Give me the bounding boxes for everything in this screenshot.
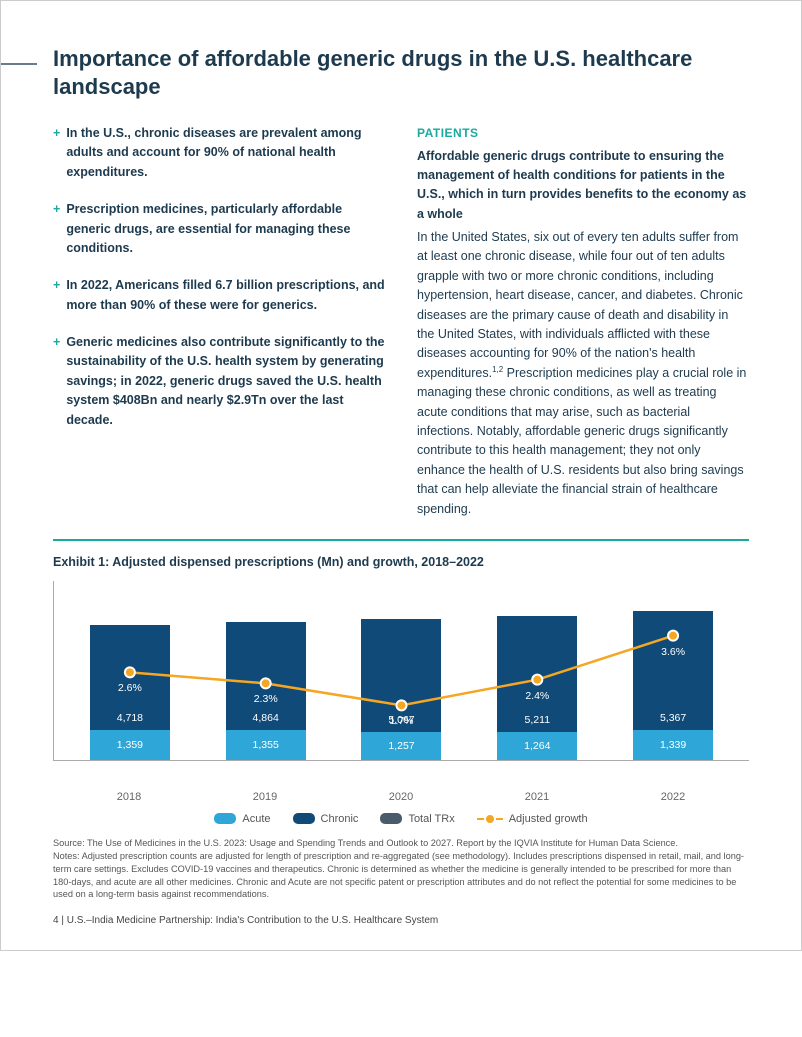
- bullet-item: + Generic medicines also contribute sign…: [53, 333, 385, 430]
- source-notes: Source: The Use of Medicines in the U.S.…: [53, 837, 749, 901]
- bar-segment-acute: 1,257: [361, 732, 441, 760]
- section-label: PATIENTS: [417, 124, 749, 143]
- chart: 6,0771,3594,718 6,2181,3554,864 6,3241,257…: [53, 581, 749, 781]
- legend-label: Adjusted growth: [509, 813, 588, 825]
- right-column: PATIENTS Affordable generic drugs contri…: [417, 124, 749, 519]
- legend-chronic: Chronic: [293, 813, 359, 825]
- exhibit-title: Exhibit 1: Adjusted dispensed prescripti…: [53, 555, 749, 569]
- bar-stack: 1,3395,367: [633, 611, 713, 760]
- bar-segment-chronic: 4,864: [226, 622, 306, 730]
- x-axis-labels: 2018 2019 2020 2021 2022: [53, 787, 749, 803]
- bar-segment-acute: 1,355: [226, 730, 306, 760]
- bar-stack: 1,3594,718: [90, 625, 170, 760]
- body-text: In the United States, six out of every t…: [417, 230, 743, 380]
- bullet-text: Generic medicines also contribute signif…: [66, 333, 385, 430]
- body-text: Prescription medicines play a crucial ro…: [417, 366, 746, 516]
- lead-text: Affordable generic drugs contribute to e…: [417, 147, 749, 225]
- x-label: 2018: [85, 791, 173, 803]
- bar-stack: 1,3554,864: [226, 622, 306, 760]
- legend-total: Total TRx: [380, 813, 454, 825]
- legend-acute: Acute: [214, 813, 270, 825]
- legend-label: Chronic: [321, 813, 359, 825]
- notes-line: Notes: Adjusted prescription counts are …: [53, 850, 749, 902]
- bar-stack: 1,2645,211: [497, 616, 577, 760]
- bar-stack: 1,2575,067: [361, 619, 441, 760]
- chart-legend: Acute Chronic Total TRx Adjusted growth: [53, 813, 749, 825]
- bar-segment-acute: 1,264: [497, 732, 577, 760]
- x-label: 2022: [629, 791, 717, 803]
- legend-label: Total TRx: [408, 813, 454, 825]
- bar-group: 6,7071,3395,367: [629, 611, 717, 760]
- swatch-total: [380, 813, 402, 824]
- bar-segment-chronic: 5,211: [497, 616, 577, 732]
- bullet-text: In 2022, Americans filled 6.7 billion pr…: [66, 276, 385, 315]
- bar-segment-chronic: 5,067: [361, 619, 441, 732]
- page-title: Importance of affordable generic drugs i…: [53, 45, 749, 100]
- bar-group: 6,0771,3594,718: [86, 625, 174, 760]
- swatch-growth: [477, 818, 503, 820]
- bullet-text: In the U.S., chronic diseases are preval…: [66, 124, 385, 182]
- bar-segment-acute: 1,359: [90, 730, 170, 760]
- legend-label: Acute: [242, 813, 270, 825]
- superscript: 1,2: [492, 365, 503, 374]
- exhibit-rule: [53, 539, 749, 541]
- bullet-item: + Prescription medicines, particularly a…: [53, 200, 385, 258]
- source-line: Source: The Use of Medicines in the U.S.…: [53, 837, 749, 850]
- plus-icon: +: [53, 276, 60, 315]
- plus-icon: +: [53, 333, 60, 430]
- bar-group: 6,2181,3554,864: [222, 622, 310, 760]
- bar-segment-chronic: 4,718: [90, 625, 170, 730]
- bar-segment-chronic: 5,367: [633, 611, 713, 730]
- swatch-chronic: [293, 813, 315, 824]
- swatch-acute: [214, 813, 236, 824]
- bullet-item: + In 2022, Americans filled 6.7 billion …: [53, 276, 385, 315]
- bullet-list: + In the U.S., chronic diseases are prev…: [53, 124, 385, 430]
- bullet-item: + In the U.S., chronic diseases are prev…: [53, 124, 385, 182]
- title-rule: [1, 63, 37, 65]
- legend-growth: Adjusted growth: [477, 813, 588, 825]
- bullet-text: Prescription medicines, particularly aff…: [66, 200, 385, 258]
- left-column: + In the U.S., chronic diseases are prev…: [53, 124, 385, 519]
- bar-group: 6,3241,2575,067: [357, 619, 445, 760]
- x-label: 2019: [221, 791, 309, 803]
- bar-segment-acute: 1,339: [633, 730, 713, 760]
- x-label: 2020: [357, 791, 445, 803]
- x-label: 2021: [493, 791, 581, 803]
- plus-icon: +: [53, 200, 60, 258]
- page-footer: 4 | U.S.–India Medicine Partnership: Ind…: [53, 915, 749, 926]
- plus-icon: +: [53, 124, 60, 182]
- bar-group: 6,4751,2645,211: [493, 616, 581, 760]
